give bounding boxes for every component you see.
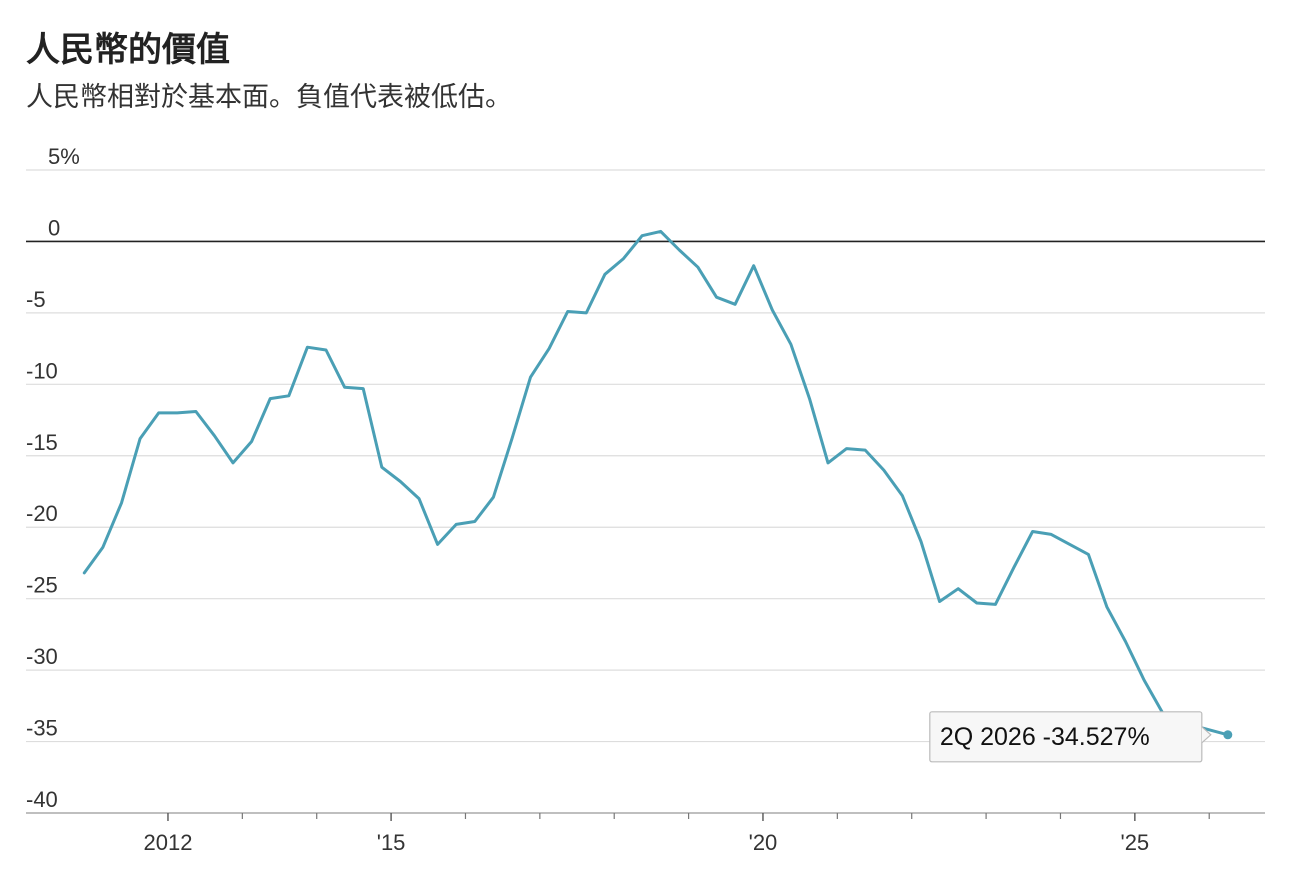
x-axis: 2012 '15 '20 '25: [26, 812, 1265, 855]
x-tick-label: 2012: [143, 830, 192, 855]
grid-lines: [26, 169, 1265, 743]
last-point-marker: [1223, 730, 1233, 740]
tooltip-text: 2Q 2026 -34.527%: [940, 723, 1150, 751]
y-axis-labels: 5% 0 -5 -10 -15 -20 -25 -30 -35 -40: [26, 144, 80, 812]
y-tick-label: -25: [26, 573, 58, 598]
y-tick-label: -30: [26, 644, 58, 669]
y-tick-label: -40: [26, 787, 58, 812]
y-tick-label: -20: [26, 501, 58, 526]
y-tick-label: -10: [26, 358, 58, 383]
y-tick-label: -35: [26, 716, 58, 741]
y-tick-label: -5: [26, 287, 46, 312]
x-tick-label: '25: [1121, 830, 1150, 855]
y-tick-label: 5%: [48, 144, 80, 169]
chart-title: 人民幣的價值: [26, 30, 230, 70]
x-tick-label: '20: [749, 830, 778, 855]
annotation-layer: 2Q 2026 -34.527%: [929, 711, 1233, 763]
chart-subtitle: 人民幣相對於基本面。負值代表被低估。: [26, 82, 512, 113]
x-tick-label: '15: [377, 830, 406, 855]
series-line: [82, 229, 1230, 737]
tooltip-pointer: [1201, 726, 1212, 744]
y-tick-label: -15: [26, 430, 58, 455]
series-layer: [82, 229, 1230, 737]
y-tick-label: 0: [48, 215, 60, 240]
